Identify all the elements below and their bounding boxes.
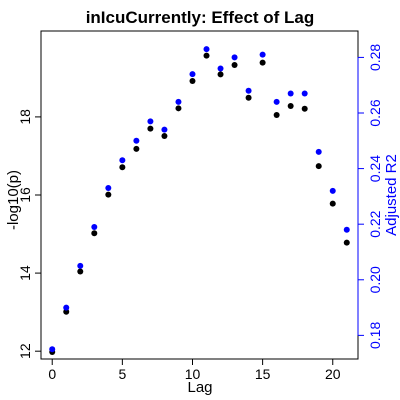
y-tick-label-right: 0.20 [367, 266, 383, 293]
plot-frame [40, 30, 359, 360]
data-point [273, 98, 280, 105]
data-point [91, 223, 98, 230]
data-point [175, 105, 182, 112]
data-point [301, 90, 308, 97]
data-point [231, 54, 238, 61]
data-point [273, 111, 280, 118]
y-tick-label-left: 16 [17, 187, 33, 203]
y-tick-label-right: 0.28 [367, 44, 383, 71]
x-tick-label: 15 [255, 366, 271, 382]
y-axis-left: 12 14 16 18 [17, 109, 42, 359]
data-point [217, 71, 224, 78]
data-point [189, 71, 196, 78]
data-point [329, 200, 336, 207]
series-0 [49, 52, 350, 355]
data-point [49, 346, 56, 353]
data-point [259, 59, 266, 66]
data-point [301, 105, 308, 112]
x-tick-label: 5 [118, 366, 126, 382]
data-point [119, 164, 126, 171]
x-axis: 0 5 10 15 20 [48, 358, 341, 382]
x-tick-label: 10 [185, 366, 201, 382]
data-point [245, 87, 252, 94]
data-point [175, 98, 182, 105]
data-point [105, 191, 112, 198]
data-point [245, 94, 252, 101]
y-axis-right: 0.18 0.20 0.22 0.24 0.26 0.28 [357, 44, 383, 349]
y-tick-label-left: 14 [17, 265, 33, 281]
x-axis-label: Lag [187, 379, 212, 396]
data-point [63, 308, 70, 315]
chart-title: inIcuCurrently: Effect of Lag [86, 8, 315, 27]
data-point [259, 51, 266, 58]
y-tick-label-right: 0.24 [367, 155, 383, 182]
data-point [231, 61, 238, 68]
data-point [161, 133, 168, 140]
y-tick-label-right: 0.22 [367, 210, 383, 237]
y-tick-label-right: 0.18 [367, 322, 383, 349]
data-point [189, 77, 196, 84]
data-point [203, 46, 210, 53]
y-axis-label-right: Adjusted R2 [383, 154, 400, 236]
x-tick-label: 0 [48, 366, 56, 382]
y-axis-label-left: -log10(p) [5, 170, 22, 230]
data-point [133, 137, 140, 144]
data-point [105, 185, 112, 192]
data-points [49, 46, 350, 355]
data-point [329, 187, 336, 194]
data-point [63, 304, 70, 311]
data-point [343, 226, 350, 233]
data-point [119, 157, 126, 164]
data-point [133, 145, 140, 152]
data-point [91, 230, 98, 237]
y-tick-label-right: 0.26 [367, 99, 383, 126]
data-point [343, 239, 350, 246]
series-1 [49, 46, 350, 353]
y-tick-label-left: 12 [17, 343, 33, 359]
x-tick-label: 20 [325, 366, 341, 382]
data-point [147, 125, 154, 132]
data-point [315, 148, 322, 155]
data-point [161, 126, 168, 133]
data-point [287, 90, 294, 97]
data-point [77, 268, 84, 275]
data-point [147, 118, 154, 125]
data-point [217, 65, 224, 72]
data-point [77, 262, 84, 269]
data-point [315, 163, 322, 170]
data-point [203, 52, 210, 59]
y-tick-label-left: 18 [17, 109, 33, 125]
data-point [287, 102, 294, 109]
